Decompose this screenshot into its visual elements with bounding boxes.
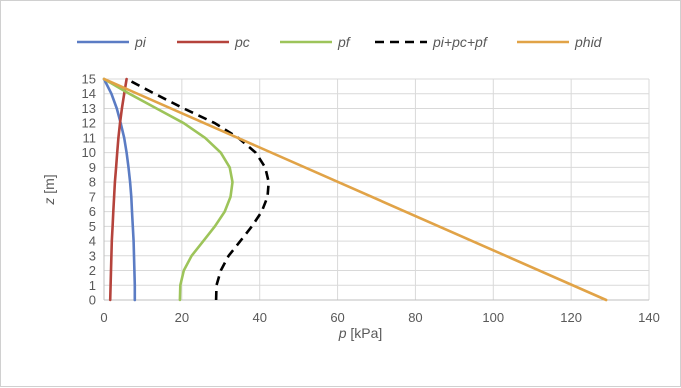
- y-tick-label: 15: [82, 72, 96, 87]
- legend-label: pi: [134, 34, 147, 50]
- series-line-pi: [102, 77, 137, 302]
- x-tick-label: 100: [482, 310, 504, 325]
- y-tick-label: 5: [89, 219, 96, 234]
- y-tick-label: 12: [82, 116, 96, 131]
- x-tick-label: 140: [638, 310, 660, 325]
- series-line-pi-pc-pf: [125, 77, 271, 301]
- y-tick-label: 13: [82, 101, 96, 116]
- y-tick-label: 14: [82, 86, 96, 101]
- legend: pi pc pf pi+pc+pf phid: [77, 34, 603, 50]
- series-line-pc: [108, 77, 128, 302]
- y-tick-label: 7: [89, 189, 96, 204]
- y-tick-label: 2: [89, 263, 96, 278]
- y-tick-label: 11: [83, 130, 97, 145]
- x-tick-label: 40: [252, 310, 266, 325]
- x-axis-title: p [kPa]: [338, 325, 383, 341]
- y-tick-label: 4: [89, 234, 96, 249]
- y-axis-title: z [m]: [41, 174, 57, 205]
- y-tick-label: 1: [89, 278, 96, 293]
- x-tick-label: 80: [408, 310, 422, 325]
- axis-titles: p [kPa] z [m]: [41, 174, 382, 341]
- x-tick-label: 60: [330, 310, 344, 325]
- y-tick-label: 0: [89, 293, 96, 308]
- legend-label: phid: [574, 34, 603, 50]
- x-tick-label: 20: [175, 310, 189, 325]
- x-tick-label: 120: [560, 310, 582, 325]
- legend-label: pc: [234, 34, 250, 50]
- series-line-phid: [102, 77, 608, 302]
- y-tick-label: 9: [89, 160, 96, 175]
- legend-label: pf: [337, 34, 352, 50]
- y-tick-label: 10: [82, 145, 96, 160]
- y-tick-label: 8: [89, 175, 96, 190]
- gridlines: [103, 78, 650, 301]
- y-tick-label: 6: [89, 204, 96, 219]
- x-tick-label: 0: [100, 310, 107, 325]
- legend-label: pi+pc+pf: [432, 34, 489, 50]
- y-tick-label: 3: [89, 248, 96, 263]
- series-lines: [102, 77, 608, 302]
- series-line-pf: [102, 77, 234, 302]
